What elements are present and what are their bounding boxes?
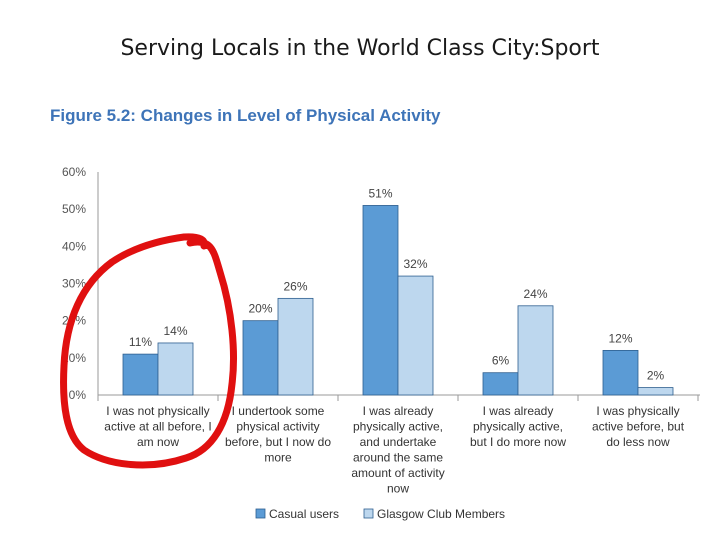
data-label: 51% <box>368 186 392 200</box>
y-tick-label: 50% <box>62 202 86 216</box>
bar-casual-users <box>482 372 519 396</box>
y-tick-label: 0% <box>69 388 87 402</box>
data-label: 11% <box>129 335 152 349</box>
legend-swatch <box>255 508 266 519</box>
data-label: 12% <box>608 331 632 345</box>
data-label: 26% <box>283 279 307 293</box>
data-label: 14% <box>163 324 187 338</box>
legend-swatch <box>363 508 374 519</box>
data-label: 20% <box>248 302 272 316</box>
x-category-label: I was already physically active, but I do … <box>470 404 566 449</box>
y-tick-label: 40% <box>62 239 86 253</box>
data-label: 32% <box>403 257 427 271</box>
annotation-circle <box>60 233 237 469</box>
data-label: 2% <box>647 369 665 383</box>
bar-casual-users <box>242 320 279 396</box>
bar-glasgow-club-members <box>637 387 674 396</box>
bar-casual-users <box>362 205 399 396</box>
x-category-label: I was physically active before, but do les… <box>592 404 685 449</box>
bar-casual-users <box>122 353 159 396</box>
data-label: 6% <box>492 354 510 368</box>
bar-glasgow-club-members <box>277 297 314 396</box>
x-category-label: I was already physically active, and under… <box>351 404 444 496</box>
data-label: 24% <box>523 287 547 301</box>
bar-glasgow-club-members <box>157 342 194 396</box>
bar-casual-users <box>602 349 639 396</box>
y-tick-label: 30% <box>62 277 86 291</box>
y-tick-label: 60% <box>62 165 86 179</box>
legend-label: Glasgow Club Members <box>377 507 505 521</box>
bar-glasgow-club-members <box>397 275 434 396</box>
x-category-label: I undertook some physical activity before,… <box>225 404 331 465</box>
slide-title: Serving Locals in the World Class City:S… <box>120 36 600 61</box>
legend-label: Casual users <box>269 507 339 521</box>
x-category-label: I was not physically active at all before… <box>104 404 211 449</box>
bar-glasgow-club-members <box>517 305 554 396</box>
chart-title: Figure 5.2: Changes in Level of Physical… <box>50 106 441 125</box>
